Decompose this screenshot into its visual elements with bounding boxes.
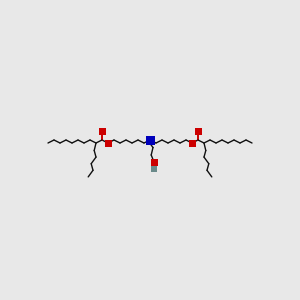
Bar (194, 128, 202, 134)
Bar (151, 159, 158, 166)
Bar (104, 140, 112, 146)
Bar (98, 128, 106, 134)
Bar (151, 166, 157, 172)
Bar (146, 136, 154, 145)
Bar (188, 140, 196, 146)
